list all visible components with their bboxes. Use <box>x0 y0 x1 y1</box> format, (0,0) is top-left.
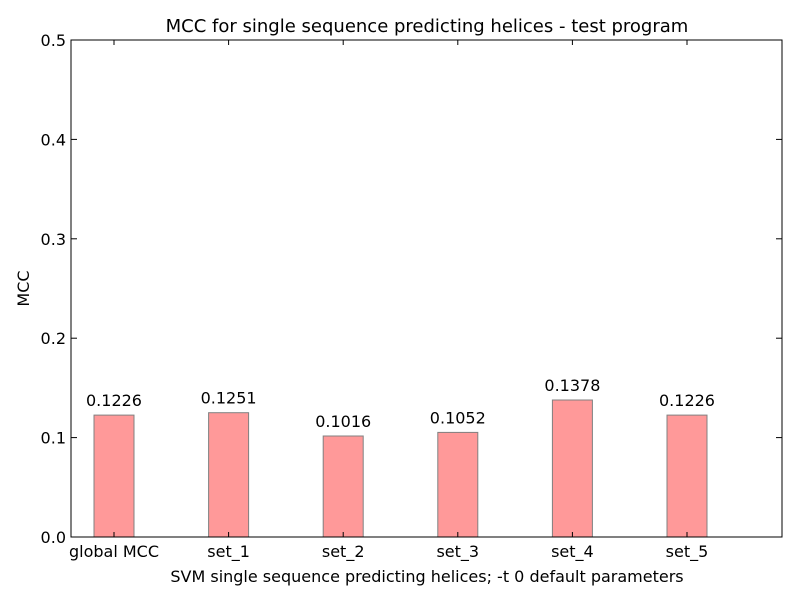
bar-set_5 <box>666 414 708 538</box>
bar-set_3 <box>437 431 479 538</box>
y-tick-label: 0.5 <box>41 31 66 50</box>
bar-set_4 <box>551 399 593 538</box>
y-tick-label: 0.3 <box>41 230 66 249</box>
y-tick-label: 0.1 <box>41 429 66 448</box>
bar-global-mcc <box>93 414 135 538</box>
bar-set_1 <box>208 412 250 538</box>
bar-value-label: 0.1378 <box>544 376 600 395</box>
x-tick-label: set_3 <box>436 542 479 562</box>
bar-value-label: 0.1226 <box>86 391 142 410</box>
y-tick-label: 0.2 <box>41 329 66 348</box>
bar-value-label: 0.1052 <box>430 408 486 427</box>
chart-title: MCC for single sequence predicting helic… <box>166 16 689 37</box>
x-tick-label: set_1 <box>207 542 250 562</box>
y-tick-label: 0.4 <box>41 130 66 149</box>
x-axis-label: SVM single sequence predicting helices; … <box>170 567 683 586</box>
x-tick-label: set_4 <box>551 542 594 562</box>
bar-value-label: 0.1016 <box>315 412 371 431</box>
x-tick-label: set_2 <box>322 542 365 562</box>
x-axis: global MCC set_1 set_2 set_3 set_4 set_5 <box>69 40 708 562</box>
bar-set_2 <box>322 435 364 538</box>
x-tick-label: global MCC <box>69 542 159 561</box>
bars-group <box>93 399 708 538</box>
bar-value-label: 0.1226 <box>659 391 715 410</box>
y-axis: 0.0 0.1 0.2 0.3 0.4 0.5 <box>41 31 782 547</box>
value-labels-group: 0.1226 0.1251 0.1016 0.1052 0.1378 0.1226 <box>86 376 715 431</box>
y-tick-label: 0.0 <box>41 528 66 547</box>
plot-frame <box>70 39 783 538</box>
y-axis-label: MCC <box>14 270 33 306</box>
bar-value-label: 0.1251 <box>201 389 257 408</box>
x-tick-label: set_5 <box>666 542 709 562</box>
